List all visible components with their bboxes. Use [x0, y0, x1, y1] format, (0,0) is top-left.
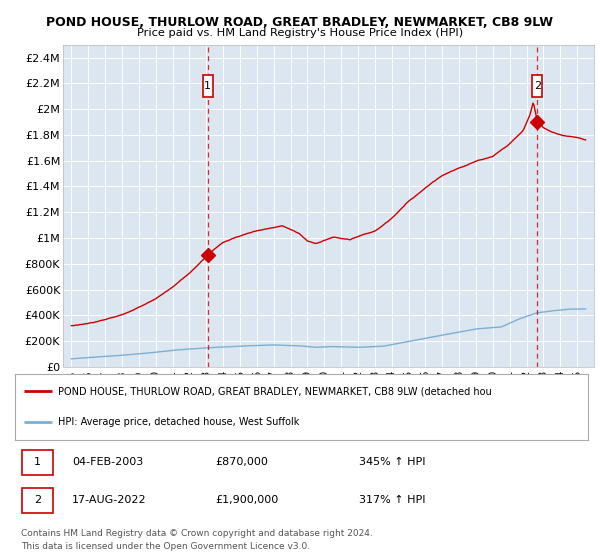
Text: HPI: Average price, detached house, West Suffolk: HPI: Average price, detached house, West… — [58, 417, 299, 427]
Text: 345% ↑ HPI: 345% ↑ HPI — [359, 458, 425, 467]
Text: 17-AUG-2022: 17-AUG-2022 — [73, 496, 147, 506]
Text: 2: 2 — [533, 81, 541, 91]
Text: POND HOUSE, THURLOW ROAD, GREAT BRADLEY, NEWMARKET, CB8 9LW (detached hou: POND HOUSE, THURLOW ROAD, GREAT BRADLEY,… — [58, 386, 492, 396]
Text: Contains HM Land Registry data © Crown copyright and database right 2024.: Contains HM Land Registry data © Crown c… — [21, 529, 373, 538]
FancyBboxPatch shape — [22, 450, 53, 475]
FancyBboxPatch shape — [532, 75, 542, 97]
Text: POND HOUSE, THURLOW ROAD, GREAT BRADLEY, NEWMARKET, CB8 9LW: POND HOUSE, THURLOW ROAD, GREAT BRADLEY,… — [47, 16, 554, 29]
Text: Price paid vs. HM Land Registry's House Price Index (HPI): Price paid vs. HM Land Registry's House … — [137, 28, 463, 38]
Text: 04-FEB-2003: 04-FEB-2003 — [73, 458, 143, 467]
Text: 2: 2 — [34, 496, 41, 506]
Text: This data is licensed under the Open Government Licence v3.0.: This data is licensed under the Open Gov… — [21, 542, 310, 550]
FancyBboxPatch shape — [203, 75, 212, 97]
Text: 1: 1 — [205, 81, 211, 91]
Text: £1,900,000: £1,900,000 — [215, 496, 279, 506]
FancyBboxPatch shape — [22, 488, 53, 513]
Text: 1: 1 — [34, 458, 41, 467]
Text: 317% ↑ HPI: 317% ↑ HPI — [359, 496, 425, 506]
Text: £870,000: £870,000 — [215, 458, 268, 467]
